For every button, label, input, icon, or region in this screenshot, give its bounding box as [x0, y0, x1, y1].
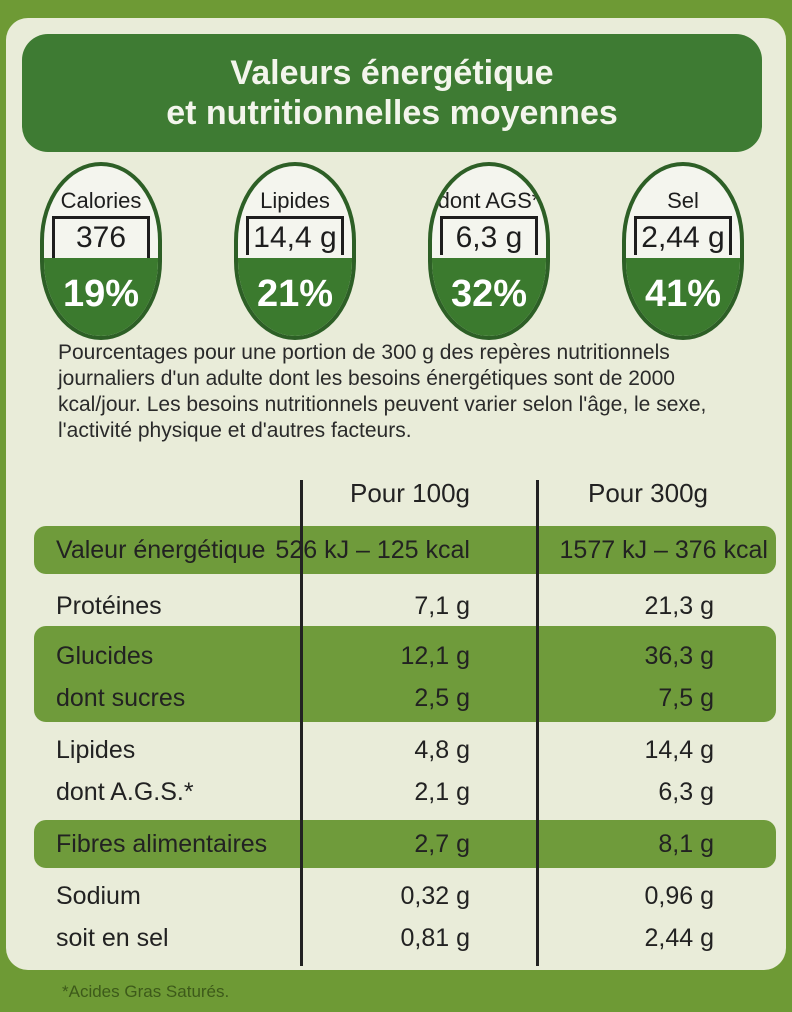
- row-name: soit en sel: [56, 924, 169, 952]
- row-value-100g: 4,8 g: [414, 736, 470, 764]
- badge-percent: 32%: [432, 258, 546, 336]
- column-divider: [536, 480, 539, 966]
- row-name: Protéines: [56, 592, 162, 620]
- row-value-100g: 2,7 g: [414, 830, 470, 858]
- badge-ags: dont AGS* 6,3 g 32%: [428, 162, 550, 340]
- badge-calories: Calories 376 kcal 19%: [40, 162, 162, 340]
- badge-value: 2,44 g: [634, 216, 732, 255]
- row-name: Glucides: [56, 642, 154, 670]
- table-row-group: Sodium 0,32 g 0,96 g soit en sel 0,81 g …: [34, 876, 776, 966]
- column-divider: [300, 480, 303, 966]
- badge-value: 6,3 g: [440, 216, 538, 255]
- title-line-2: et nutritionnelles moyennes: [166, 94, 618, 132]
- badge-sel: Sel 2,44 g 41%: [622, 162, 744, 340]
- row-name: Sodium: [56, 882, 141, 910]
- badge-percent: 41%: [626, 258, 740, 336]
- column-header-300g: Pour 300g: [588, 478, 708, 508]
- row-value-300g: 6,3 g: [658, 778, 714, 806]
- row-value-100g: 0,81 g: [400, 924, 470, 952]
- row-value-100g: 526 kJ – 125 kcal: [275, 536, 470, 564]
- nutrition-title: Valeurs énergétique et nutritionnelles m…: [22, 34, 762, 152]
- row-value-300g: 7,5 g: [658, 684, 714, 712]
- row-value-100g: 0,32 g: [400, 882, 470, 910]
- badge-label: dont AGS*: [437, 188, 541, 213]
- portion-note: Pourcentages pour une portion de 300 g d…: [58, 341, 707, 442]
- row-value-100g: 2,1 g: [414, 778, 470, 806]
- row-name: Fibres alimentaires: [56, 830, 268, 858]
- table-row-group: Glucides 12,1 g 36,3 g dont sucres 2,5 g…: [34, 626, 776, 722]
- row-value-100g: 2,5 g: [414, 684, 470, 712]
- badge-label: Lipides: [260, 188, 330, 213]
- row-value-300g: 1577 kJ – 376 kcal: [559, 536, 768, 564]
- row-value-100g: 12,1 g: [400, 642, 470, 670]
- row-name: dont sucres: [56, 684, 186, 712]
- badge-label: Calories: [60, 188, 142, 213]
- row-value-300g: 0,96 g: [644, 882, 714, 910]
- badge-lipides: Lipides 14,4 g 21%: [234, 162, 356, 340]
- row-value-300g: 8,1 g: [658, 830, 714, 858]
- row-name: dont A.G.S.*: [56, 778, 194, 806]
- table-row: Fibres alimentaires 2,7 g 8,1 g: [34, 820, 776, 868]
- badge-percent: 21%: [238, 258, 352, 336]
- badge-value: 14,4 g: [246, 216, 344, 255]
- title-line-1: Valeurs énergétique: [230, 54, 554, 92]
- table-row: Valeur énergétique 526 kJ – 125 kcal 157…: [34, 526, 776, 574]
- row-value-300g: 2,44 g: [644, 924, 714, 952]
- row-value-300g: 21,3 g: [644, 592, 714, 620]
- table-row-group: Lipides 4,8 g 14,4 g dont A.G.S.* 2,1 g …: [34, 730, 776, 820]
- column-header-100g: Pour 100g: [350, 478, 470, 508]
- badge-percent: 19%: [44, 258, 158, 336]
- row-value-300g: 36,3 g: [644, 642, 714, 670]
- table-row: Protéines 7,1 g 21,3 g: [34, 586, 776, 626]
- row-name: Valeur énergétique: [56, 536, 266, 564]
- row-value-300g: 14,4 g: [644, 736, 714, 764]
- row-value-100g: 7,1 g: [414, 592, 470, 620]
- badge-label: Sel: [667, 188, 699, 213]
- row-name: Lipides: [56, 736, 136, 764]
- footnote: *Acides Gras Saturés.: [62, 982, 230, 1001]
